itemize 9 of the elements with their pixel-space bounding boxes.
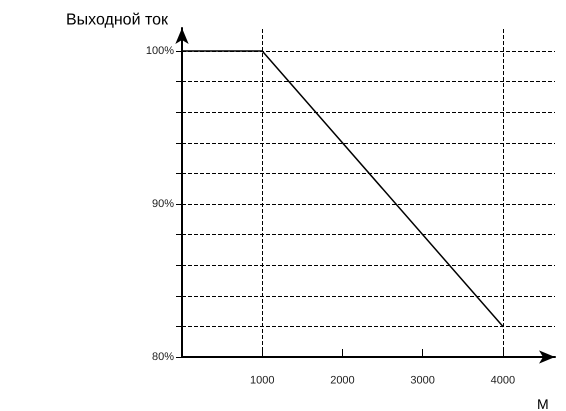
y-tick-label: 90% — [152, 198, 174, 210]
x-tick-label: 2000 — [330, 374, 355, 386]
x-axis-title: M — [537, 396, 549, 411]
y-axis-title: Выходной ток — [66, 12, 169, 28]
x-tick-label: 4000 — [490, 374, 516, 386]
x-tick-label: 3000 — [410, 374, 435, 386]
y-tick-label: 100% — [146, 44, 174, 57]
x-tick-label: 1000 — [250, 374, 274, 386]
y-tick-label: 80% — [152, 351, 174, 363]
